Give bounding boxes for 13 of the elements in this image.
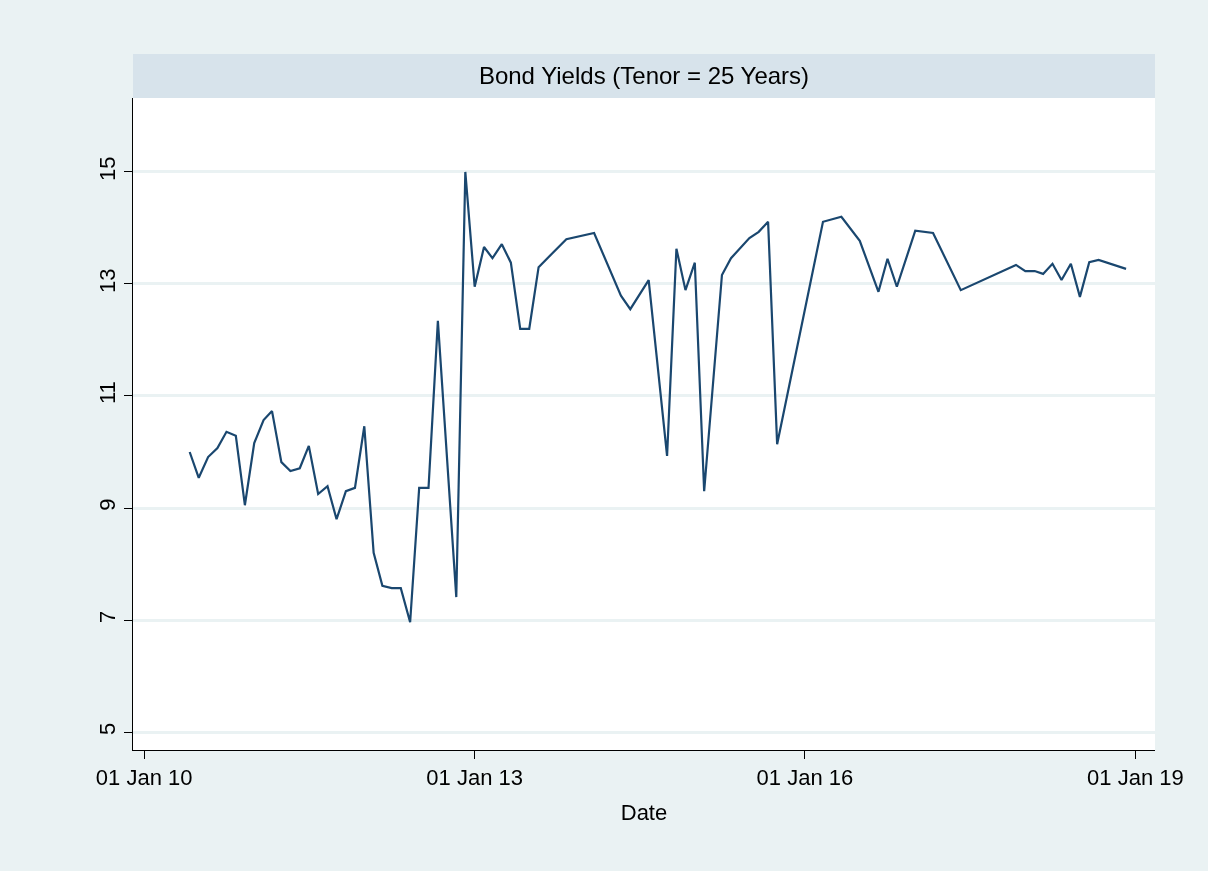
y-tick-label: 5 — [95, 722, 121, 735]
chart-title: Bond Yields (Tenor = 25 Years) — [478, 62, 810, 90]
x-tick-label: 01 Jan 16 — [756, 765, 854, 791]
y-tick-label: 9 — [95, 498, 121, 511]
x-tick-label: 01 Jan 19 — [1087, 765, 1184, 791]
y-tick-label: 11 — [95, 381, 121, 405]
y-tick-label: 7 — [95, 610, 121, 623]
y-tick-label: 13 — [95, 268, 121, 293]
x-tick-label: 01 Jan 10 — [95, 765, 193, 791]
line-series — [188, 170, 1128, 624]
x-axis-title: Date — [620, 800, 668, 826]
x-tick-label: 01 Jan 13 — [426, 765, 523, 791]
y-tick-label: 15 — [95, 156, 121, 181]
